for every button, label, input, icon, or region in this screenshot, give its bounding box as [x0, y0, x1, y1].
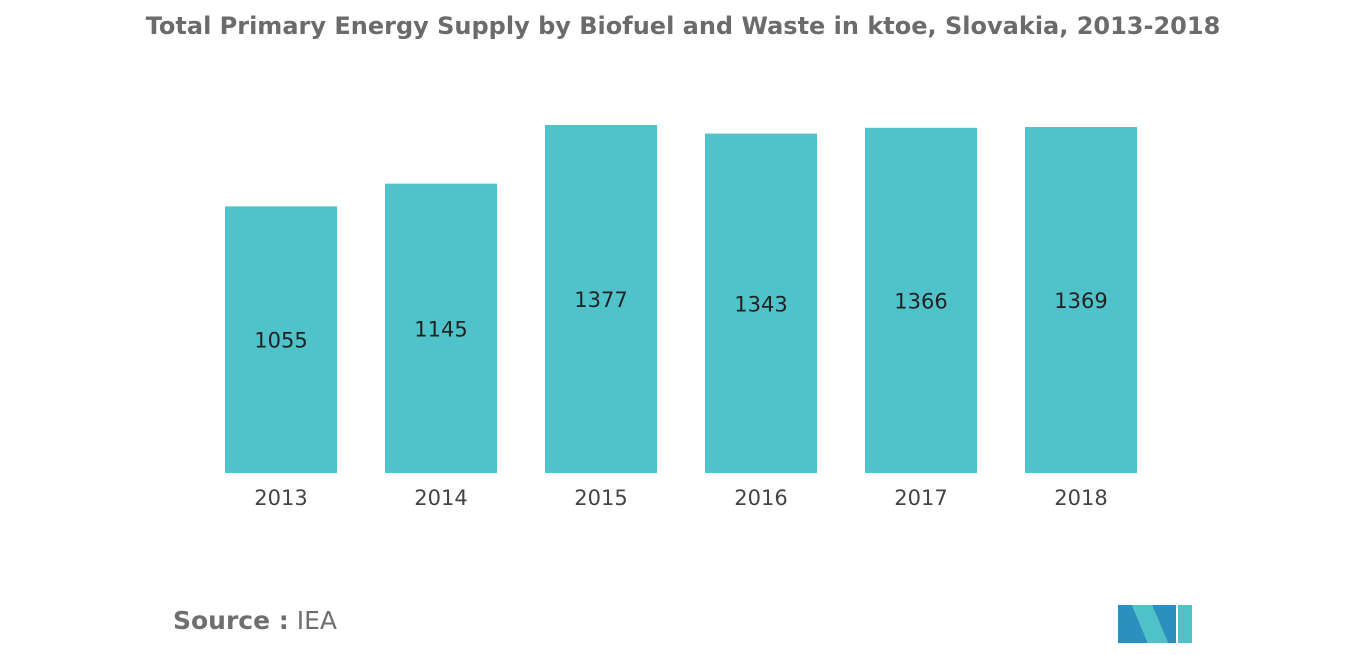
data-label-2013: 1055: [254, 329, 307, 353]
data-label-2016: 1343: [734, 292, 787, 316]
data-label-2015: 1377: [574, 288, 627, 312]
logo-shape-mid: [1132, 605, 1168, 643]
logo-shape-right: [1152, 605, 1176, 643]
x-tick-label-2014: 2014: [414, 486, 467, 510]
x-tick-label-2017: 2017: [894, 486, 947, 510]
data-label-2014: 1145: [414, 317, 467, 341]
bar-2018: [1025, 127, 1137, 473]
x-tick-label-2013: 2013: [254, 486, 307, 510]
x-tick-label-2015: 2015: [574, 486, 627, 510]
bar-2015: [545, 125, 657, 473]
logo-shape-tail: [1178, 605, 1192, 643]
source-note: Source : IEA: [173, 606, 337, 635]
logo-shape-left: [1118, 605, 1148, 643]
data-label-2018: 1369: [1054, 289, 1107, 313]
bar-2014: [385, 183, 497, 473]
data-label-2017: 1366: [894, 289, 947, 313]
bar-2016: [705, 133, 817, 473]
brand-logo-icon: [1118, 605, 1192, 643]
bar-2017: [865, 127, 977, 473]
source-label: Source :: [173, 606, 289, 635]
x-tick-label-2018: 2018: [1054, 486, 1107, 510]
bar-2013: [225, 206, 337, 474]
chart-title: Total Primary Energy Supply by Biofuel a…: [145, 12, 1221, 40]
x-tick-label-2016: 2016: [734, 486, 787, 510]
source-value: IEA: [296, 606, 338, 635]
